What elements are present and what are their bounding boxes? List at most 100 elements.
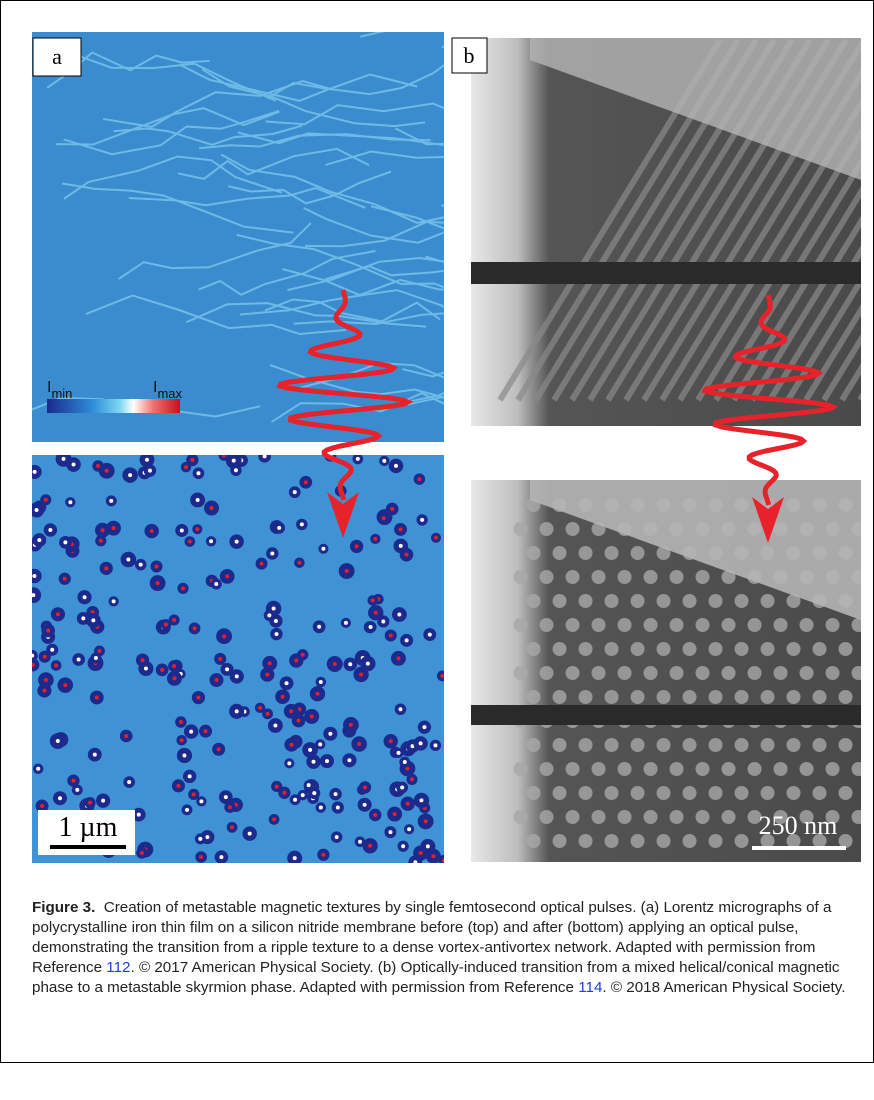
skyrmion: [591, 810, 606, 824]
vortex-core: [195, 497, 200, 502]
skyrmion: [838, 786, 853, 800]
vortex-core: [149, 529, 154, 534]
stripe: [803, 304, 861, 402]
vortex-core: [315, 691, 320, 696]
skyrmion: [734, 594, 749, 608]
skyrmion: [604, 786, 619, 800]
skyrmion: [526, 738, 541, 752]
skyrmion: [721, 618, 736, 632]
skyrmion: [695, 570, 710, 584]
vortex-core: [258, 705, 263, 710]
vein: [85, 294, 346, 336]
vortex-core: [309, 714, 314, 719]
vortex-core: [419, 798, 424, 803]
vortex-core: [404, 638, 409, 643]
vein: [178, 63, 418, 102]
vortex-core: [300, 652, 305, 657]
stripe: [731, 186, 861, 402]
vortex-core: [234, 539, 239, 544]
skyrmion: [760, 594, 775, 608]
vortex-core: [409, 777, 414, 782]
vortex-core: [300, 793, 305, 798]
vortex-core: [328, 731, 333, 736]
vortex-core: [32, 469, 37, 474]
vortex-core: [138, 562, 143, 567]
vortex-core: [92, 752, 97, 757]
vein: [237, 131, 444, 147]
skyrmion: [669, 810, 684, 824]
skyrmion: [786, 738, 801, 752]
skyrmion: [734, 834, 749, 848]
vortex-core: [196, 471, 201, 476]
vortex-core: [363, 785, 368, 790]
skyrmion: [578, 594, 593, 608]
skyrmion: [838, 834, 853, 848]
symbol: I: [47, 379, 51, 396]
vortex-core: [280, 694, 285, 699]
vortex: [32, 587, 42, 604]
stripe: [767, 245, 861, 402]
skyrmion: [734, 690, 749, 704]
vortex-core: [199, 855, 204, 860]
skyrmion: [617, 810, 632, 824]
vortex-core: [272, 817, 277, 822]
vortex-core: [324, 759, 329, 764]
vortex-core: [267, 661, 272, 666]
vortex-core: [32, 662, 35, 667]
vortex-core: [190, 458, 195, 463]
vortex-core: [230, 825, 235, 830]
reference-link[interactable]: 112: [106, 959, 131, 976]
vortex-core: [71, 462, 76, 467]
vortex-core: [442, 858, 444, 863]
skyrmion: [760, 834, 775, 848]
skyrmion: [578, 642, 593, 656]
vortex-core: [191, 792, 196, 797]
vortex-core: [178, 720, 183, 725]
arrowhead: [752, 497, 784, 543]
vortex-core: [50, 647, 55, 652]
skyrmion: [513, 666, 528, 680]
skyrmion: [865, 786, 874, 800]
vortex-core: [198, 836, 203, 841]
skyrmion: [539, 666, 554, 680]
vortex-core: [68, 500, 73, 505]
vortex-core: [344, 569, 349, 574]
reference-link[interactable]: 114: [578, 979, 603, 996]
skyrmion: [539, 618, 554, 632]
skyrmion: [526, 834, 541, 848]
vortex-core: [392, 812, 397, 817]
panel-label-box: [32, 37, 82, 77]
vortex-core: [381, 516, 386, 521]
skyrmion: [630, 594, 645, 608]
skyrmion: [539, 570, 554, 584]
skyrmion: [786, 786, 801, 800]
vortex-core: [398, 527, 403, 532]
vortex-core: [296, 718, 301, 723]
ripple-texture: [32, 32, 444, 423]
skyrmion: [565, 666, 580, 680]
vortex-core: [54, 663, 59, 668]
vortex-core: [418, 851, 423, 856]
scale-bar-label: 1 µm: [59, 812, 118, 843]
stripe: [821, 333, 861, 402]
optical-pulses: [276, 289, 839, 543]
vortex-core: [431, 854, 436, 859]
vortex-core: [160, 667, 165, 672]
skyrmion: [812, 738, 827, 752]
vortex-core: [109, 498, 114, 503]
vortex-core: [417, 477, 422, 482]
vortex-core: [91, 618, 96, 623]
skyrmion: [565, 618, 580, 632]
skyrmion: [851, 810, 861, 824]
skyrmion: [865, 738, 874, 752]
skyrmion: [721, 810, 736, 824]
skyrmion: [721, 570, 736, 584]
figure: a b Imin Imax 1 µm 250 nm: [32, 32, 874, 863]
vortex: [32, 464, 42, 480]
skyrmion: [812, 834, 827, 848]
vortex-core: [94, 695, 99, 700]
vortex-core: [410, 744, 415, 749]
skyrmion: [513, 522, 528, 536]
stripe: [695, 127, 861, 402]
skyrmion: [630, 690, 645, 704]
